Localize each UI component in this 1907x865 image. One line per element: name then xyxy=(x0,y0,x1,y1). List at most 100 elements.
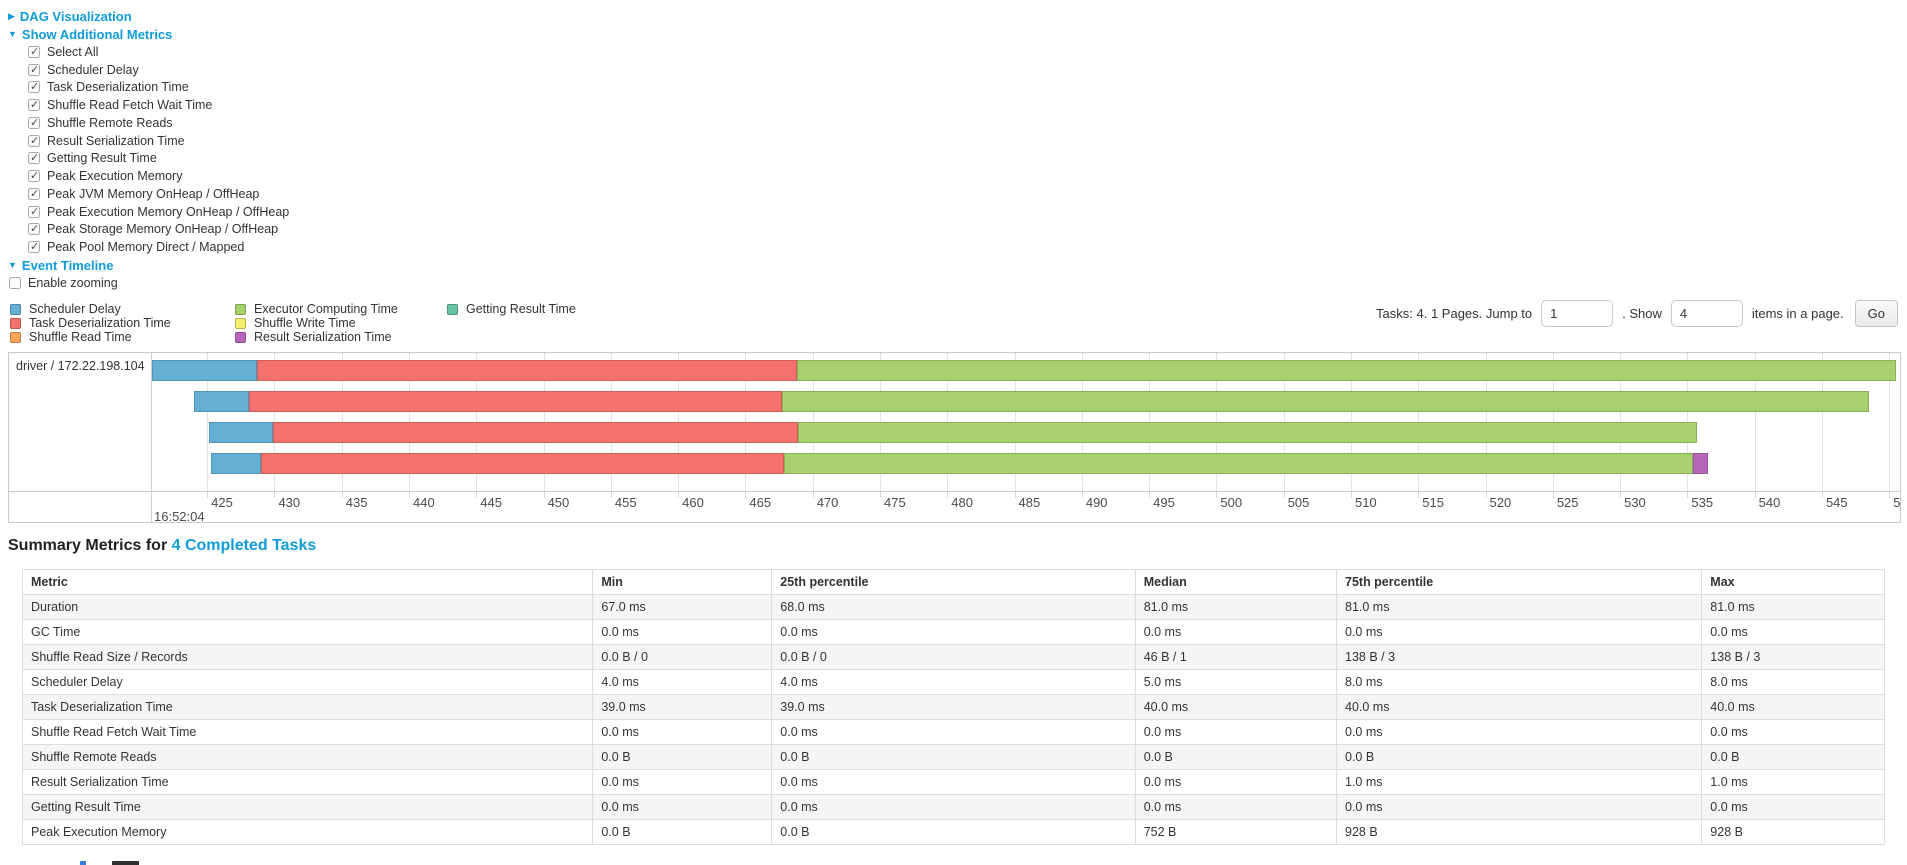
metric-checkbox[interactable] xyxy=(28,45,40,58)
cell: 0.0 ms xyxy=(1134,719,1338,745)
metric-checkbox[interactable] xyxy=(28,134,40,147)
cell: 1.0 ms xyxy=(1701,769,1885,795)
task-bar[interactable] xyxy=(208,422,1697,443)
legend-swatch xyxy=(10,303,21,315)
metric-checkbox[interactable] xyxy=(28,169,40,183)
cell: 67.0 ms xyxy=(592,594,773,620)
task-segment[interactable] xyxy=(796,360,1896,381)
task-segment[interactable] xyxy=(256,360,797,381)
cell: 0.0 B xyxy=(1335,744,1703,770)
metric-checkbox[interactable] xyxy=(28,205,40,218)
cell: 40.0 ms xyxy=(1134,694,1338,720)
cell: 81.0 ms xyxy=(1335,594,1703,620)
metric-checkbox[interactable] xyxy=(28,80,40,94)
metric-checkbox-label: Peak Storage Memory OnHeap / OffHeap xyxy=(47,222,279,237)
metric-checkbox[interactable] xyxy=(28,240,40,254)
task-segment[interactable] xyxy=(797,422,1697,443)
table-row: Scheduler Delay 4.0 ms 4.0 ms 5.0 ms 8.0 ms 8… xyxy=(21,669,1885,695)
cell: 0.0 ms xyxy=(771,619,1136,645)
column-header: Metric xyxy=(21,569,594,595)
metric-checkbox[interactable] xyxy=(28,98,40,112)
cell: 138 B / 3 xyxy=(1701,644,1885,670)
enable-zooming-checkbox[interactable] xyxy=(9,277,21,289)
cell: 928 B xyxy=(1701,819,1885,845)
executor-group-label: driver / 172.22.198.104 xyxy=(16,359,145,373)
cell: 39.0 ms xyxy=(592,694,773,720)
task-segment[interactable] xyxy=(193,391,249,412)
clipped-fragment-text xyxy=(112,861,139,865)
cell: 0.0 ms xyxy=(1701,619,1885,645)
group-column-border xyxy=(151,353,152,522)
task-bar[interactable] xyxy=(211,453,1708,474)
metric-checkbox-row: Shuffle Remote Reads xyxy=(28,114,1907,132)
show-additional-metrics-toggle[interactable]: ▼ Show Additional Metrics xyxy=(0,25,1907,43)
cell: Shuffle Read Size / Records xyxy=(21,644,594,670)
cell: Shuffle Read Fetch Wait Time xyxy=(21,719,594,745)
expand-arrow-icon: ▼ xyxy=(8,259,17,270)
cell: 0.0 ms xyxy=(1335,619,1703,645)
jump-to-page-input[interactable] xyxy=(1541,300,1614,327)
metric-checkbox[interactable] xyxy=(28,222,40,236)
metric-checkbox-label: Select All xyxy=(47,44,99,59)
task-segment[interactable] xyxy=(248,391,782,412)
metric-checkbox-row: Peak Execution Memory xyxy=(28,167,1907,185)
axis-tick-label: 485 xyxy=(1018,495,1041,510)
task-segment[interactable] xyxy=(781,391,1870,412)
cell: 4.0 ms xyxy=(592,669,773,695)
tick-mark xyxy=(812,492,814,498)
completed-tasks-link[interactable]: 4 Completed Tasks xyxy=(171,537,317,554)
tick-mark xyxy=(1687,492,1689,498)
metric-checkbox-row: Shuffle Read Fetch Wait Time xyxy=(28,96,1907,114)
collapse-arrow-icon: ▶ xyxy=(8,10,15,21)
task-segment[interactable] xyxy=(273,422,798,443)
legend-swatch xyxy=(10,331,21,343)
cell: 0.0 ms xyxy=(1701,719,1885,745)
task-pagination: Tasks: 4. 1 Pages. Jump to . Show items … xyxy=(1371,300,1898,327)
metric-checkbox-row: Select All xyxy=(28,43,1907,61)
task-segment[interactable] xyxy=(152,360,257,381)
metric-checkbox-label: Peak Execution Memory xyxy=(47,169,183,184)
legend-item: Shuffle Write Time xyxy=(235,316,447,330)
column-header: 25th percentile xyxy=(771,569,1136,595)
tick-mark xyxy=(543,492,545,498)
event-timeline-toggle[interactable]: ▼ Event Timeline xyxy=(0,256,1907,274)
items-per-page-input[interactable] xyxy=(1670,300,1743,327)
cell: 0.0 B xyxy=(771,744,1136,770)
cell: 40.0 ms xyxy=(1335,694,1703,720)
cell: 0.0 ms xyxy=(1134,769,1338,795)
cell: Duration xyxy=(21,594,594,620)
legend-column: Scheduler Delay Task Deserialization Time… xyxy=(10,302,235,344)
task-bar[interactable] xyxy=(193,391,1870,412)
go-button[interactable]: Go xyxy=(1854,300,1898,327)
column-header: Median xyxy=(1134,569,1338,595)
task-segment[interactable] xyxy=(260,453,785,474)
task-segment[interactable] xyxy=(211,453,261,474)
metric-checkbox-label: Peak Execution Memory OnHeap / OffHeap xyxy=(47,204,290,219)
cell: 0.0 ms xyxy=(1134,619,1338,645)
task-segment[interactable] xyxy=(208,422,274,443)
task-segment[interactable] xyxy=(784,453,1693,474)
metric-checkbox[interactable] xyxy=(28,151,40,165)
cell: 1.0 ms xyxy=(1335,769,1703,795)
dag-visualization-toggle[interactable]: ▶ DAG Visualization xyxy=(0,7,1907,25)
axis-tick-label: 475 xyxy=(883,495,906,510)
metric-checkbox[interactable] xyxy=(28,116,40,129)
event-timeline-chart: driver / 172.22.198.104 425 430 435 440 445 4… xyxy=(8,352,1901,523)
enable-zooming-row: Enable zooming xyxy=(0,274,1907,292)
tick-mark xyxy=(409,492,411,498)
legend-swatch xyxy=(447,303,458,315)
task-bar[interactable] xyxy=(152,360,1896,381)
task-segment[interactable] xyxy=(1692,453,1708,474)
summary-metrics-title: Summary Metrics for 4 Completed Tasks xyxy=(8,537,1907,555)
cell: 0.0 ms xyxy=(1701,794,1885,820)
metric-checkbox[interactable] xyxy=(28,63,40,76)
legend-label: Executor Computing Time xyxy=(254,302,398,316)
metric-checkbox[interactable] xyxy=(28,187,40,200)
table-row: Peak Execution Memory 0.0 B 0.0 B 752 B 928 … xyxy=(21,819,1885,845)
axis-tick-label: 505 xyxy=(1287,495,1310,510)
axis-tick-label: 550 xyxy=(1893,495,1901,510)
legend-item: Result Serialization Time xyxy=(235,330,447,344)
tick-mark xyxy=(1485,492,1487,498)
pagination-show-text: . Show xyxy=(1622,306,1662,321)
clipped-next-section xyxy=(78,860,1907,865)
